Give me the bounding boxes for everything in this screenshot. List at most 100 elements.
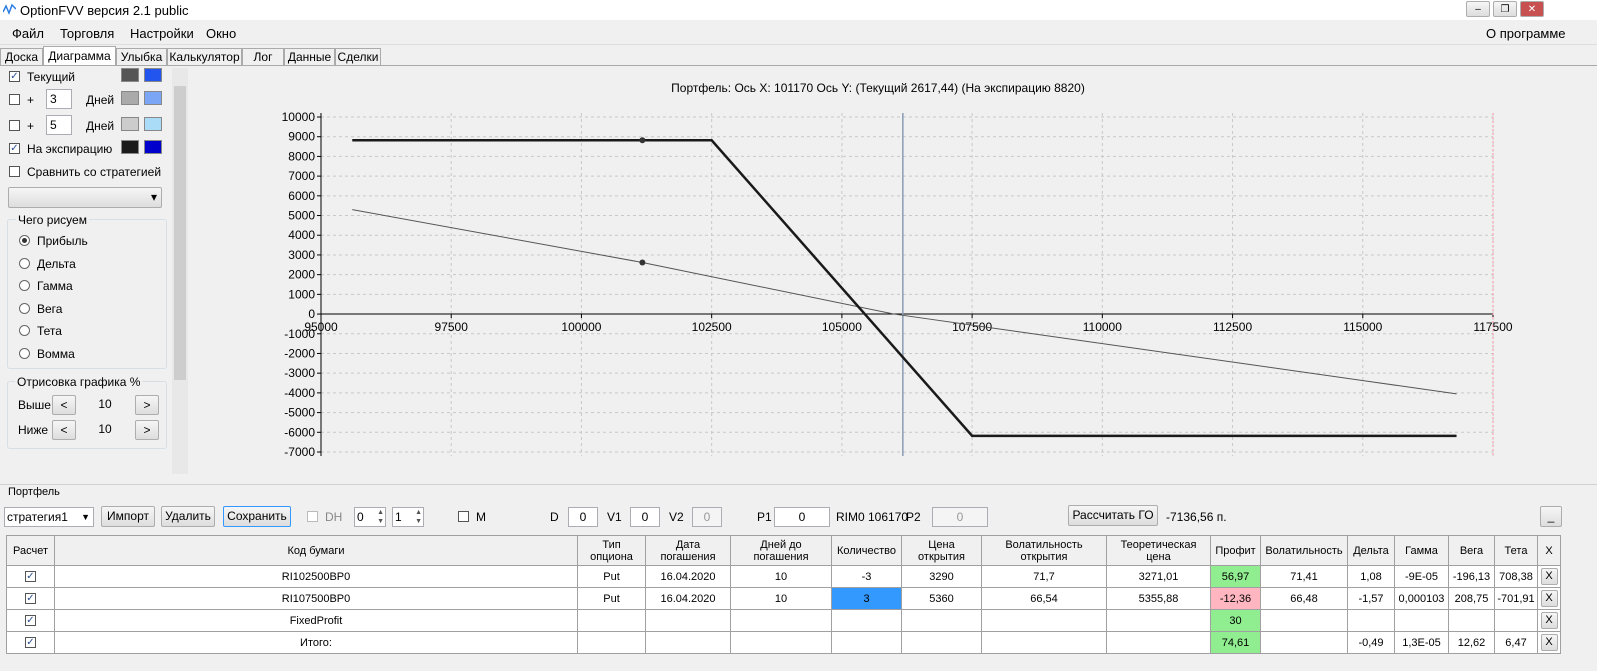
menu-about[interactable]: О программе bbox=[1486, 26, 1566, 41]
checkbox[interactable] bbox=[9, 94, 20, 105]
range-button[interactable]: < bbox=[52, 395, 76, 415]
range-value[interactable]: 10 bbox=[84, 420, 126, 440]
column-header[interactable]: Цена открытия bbox=[901, 535, 982, 566]
radio[interactable] bbox=[19, 235, 30, 246]
spin-arrows[interactable]: ▲ ▼ bbox=[377, 509, 384, 525]
remove-button[interactable]: X bbox=[1540, 590, 1558, 607]
toolbar-button[interactable]: Импорт bbox=[101, 506, 155, 527]
remove-button[interactable]: X bbox=[1540, 612, 1558, 629]
tab[interactable]: Калькулятор bbox=[167, 48, 242, 65]
column-header[interactable]: Волатильность bbox=[1260, 535, 1348, 566]
go-value: -7136,56 п. bbox=[1166, 510, 1227, 524]
color-swatch[interactable] bbox=[144, 140, 162, 154]
range-button[interactable]: < bbox=[52, 420, 76, 440]
x-tick-label: 112500 bbox=[1213, 320, 1252, 334]
color-swatch[interactable] bbox=[121, 68, 139, 82]
days-label: Дней bbox=[86, 93, 115, 107]
color-swatch[interactable] bbox=[121, 117, 139, 131]
remove-cell: X bbox=[1537, 609, 1561, 632]
field-input[interactable]: 0 bbox=[692, 507, 722, 527]
checkbox[interactable] bbox=[9, 143, 20, 154]
window-control[interactable]: – bbox=[1466, 1, 1490, 17]
column-header[interactable]: Волатильность открытия bbox=[981, 535, 1107, 566]
table-cell: -3 bbox=[831, 565, 902, 588]
spinner[interactable]: 1 ▲ ▼ bbox=[392, 507, 424, 527]
spinner[interactable]: 0 ▲ ▼ bbox=[354, 507, 386, 527]
row-checkbox[interactable] bbox=[25, 593, 36, 604]
color-swatch[interactable] bbox=[144, 117, 162, 131]
range-value[interactable]: 10 bbox=[84, 395, 126, 415]
column-header[interactable]: Профит bbox=[1210, 535, 1261, 566]
menu-item[interactable]: Настройки bbox=[130, 26, 194, 41]
p2-input[interactable]: 0 bbox=[932, 507, 988, 527]
table-cell bbox=[1106, 631, 1211, 654]
range-button[interactable]: > bbox=[135, 395, 159, 415]
window-control[interactable]: ❐ bbox=[1493, 1, 1517, 17]
calc-button[interactable]: Рассчитать ГО bbox=[1068, 505, 1158, 526]
radio[interactable] bbox=[19, 280, 30, 292]
radio[interactable] bbox=[19, 348, 30, 359]
column-header[interactable]: Теоретическая цена bbox=[1106, 535, 1211, 566]
toolbar-button[interactable]: Сохранить bbox=[223, 506, 291, 527]
column-header[interactable]: Дата погашения bbox=[645, 535, 731, 566]
table-cell bbox=[1260, 609, 1348, 632]
minimize-button[interactable]: _ bbox=[1540, 506, 1562, 527]
remove-button[interactable]: X bbox=[1540, 568, 1558, 585]
row-checkbox[interactable] bbox=[25, 637, 36, 648]
color-swatch[interactable] bbox=[121, 140, 139, 154]
column-header[interactable]: Количество bbox=[831, 535, 902, 566]
days-input[interactable]: 3 bbox=[46, 89, 72, 109]
checkbox[interactable] bbox=[458, 511, 469, 522]
strategy-select[interactable]: стратегия1 ▼ bbox=[4, 507, 94, 527]
checkbox[interactable] bbox=[9, 166, 20, 177]
checkbox[interactable] bbox=[307, 511, 318, 522]
series-label: Текущий bbox=[27, 70, 75, 84]
color-swatch[interactable] bbox=[121, 91, 139, 105]
tab[interactable]: Улыбка bbox=[116, 48, 167, 65]
field-input[interactable]: 0 bbox=[568, 507, 598, 527]
scroll-thumb[interactable] bbox=[174, 86, 186, 380]
tab[interactable]: Доска bbox=[0, 48, 43, 65]
field-label: D bbox=[550, 510, 559, 524]
menu-item[interactable]: Файл bbox=[12, 26, 44, 41]
row-checkbox[interactable] bbox=[25, 571, 36, 582]
radio[interactable] bbox=[19, 325, 30, 337]
column-header[interactable]: Тета bbox=[1494, 535, 1538, 566]
y-tick-label: -1000 bbox=[284, 327, 315, 341]
tab[interactable]: Лог bbox=[242, 48, 284, 65]
radio[interactable] bbox=[19, 302, 30, 314]
color-swatch[interactable] bbox=[144, 91, 162, 105]
row-checkbox[interactable] bbox=[25, 615, 36, 626]
tab[interactable]: Диаграмма bbox=[43, 46, 116, 66]
column-header[interactable]: Тип опциона bbox=[577, 535, 646, 566]
range-button[interactable]: > bbox=[135, 420, 159, 440]
checkbox[interactable] bbox=[9, 71, 20, 82]
checkbox[interactable] bbox=[9, 120, 20, 131]
window-control[interactable]: ✕ bbox=[1520, 1, 1544, 17]
column-header[interactable]: Код бумаги bbox=[54, 535, 578, 566]
column-header[interactable]: Вега bbox=[1448, 535, 1495, 566]
y-tick-label: 10000 bbox=[282, 110, 316, 124]
field-input[interactable]: 0 bbox=[774, 507, 830, 527]
column-header[interactable]: Дельта bbox=[1347, 535, 1395, 566]
title-bar bbox=[0, 0, 1597, 20]
days-input[interactable]: 5 bbox=[46, 115, 72, 135]
column-header[interactable]: Расчет bbox=[6, 535, 55, 566]
column-header[interactable]: X bbox=[1537, 535, 1561, 566]
column-header[interactable]: Дней до погашения bbox=[730, 535, 832, 566]
remove-button[interactable]: X bbox=[1540, 634, 1558, 651]
y-tick-label: -2000 bbox=[284, 346, 315, 360]
toolbar-button[interactable]: Удалить bbox=[161, 506, 215, 527]
radio[interactable] bbox=[19, 257, 30, 269]
y-tick-label: 4000 bbox=[288, 228, 315, 242]
range-group-title: Отрисовка графика % bbox=[15, 375, 143, 389]
tab[interactable]: Данные bbox=[284, 48, 335, 65]
menu-item[interactable]: Торговля bbox=[60, 26, 115, 41]
strategy-dropdown[interactable]: ▾ bbox=[8, 187, 162, 208]
tab[interactable]: Сделки bbox=[335, 48, 381, 65]
color-swatch[interactable] bbox=[144, 68, 162, 82]
spin-arrows[interactable]: ▲ ▼ bbox=[415, 509, 422, 525]
column-header[interactable]: Гамма bbox=[1394, 535, 1449, 566]
menu-item[interactable]: Окно bbox=[206, 26, 237, 41]
field-input[interactable]: 0 bbox=[630, 507, 660, 527]
